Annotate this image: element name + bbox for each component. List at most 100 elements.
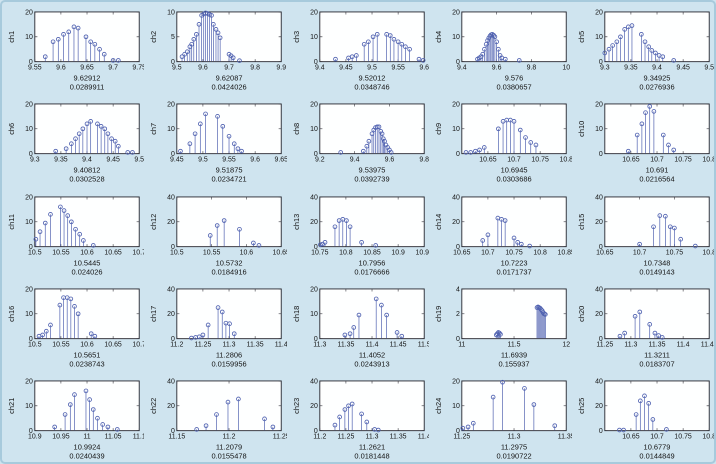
subplot-ch14: 10.65 10.7 10.75 10.8 10.85 0 20 40 ch14 10.72230…	[429, 187, 571, 279]
stem-marker	[399, 333, 404, 339]
stem-marker	[67, 402, 73, 407]
x-tick-label: 9.4	[652, 65, 662, 72]
subplot-ch23: 11.2 11.25 11.3 11.35 11.4 0 20 40 ch23 11.26210.…	[287, 371, 429, 462]
stem-marker	[347, 331, 353, 336]
stem-marker	[236, 396, 242, 402]
stem-marker	[193, 131, 198, 137]
y-tick-label: 0	[456, 244, 460, 251]
x-tick-label: 11.3	[508, 434, 521, 441]
stem-marker	[359, 239, 364, 245]
stem-marker	[257, 242, 262, 248]
y-tick-label: 40	[167, 286, 175, 293]
stem-marker	[239, 149, 245, 154]
stem-marker	[180, 54, 185, 60]
stem-marker	[105, 424, 111, 430]
x-tick-label: 11.2	[223, 434, 236, 441]
x-tick-label: 10.6	[80, 249, 94, 256]
stem-marker	[665, 142, 671, 148]
subplot-ch11: 10.5 10.55 10.6 10.65 10.7 0 10 20 ch11 10.54450.…	[2, 187, 144, 279]
stem-marker	[116, 58, 121, 63]
stem-marker	[617, 34, 623, 40]
plot-box	[34, 380, 140, 432]
std-label: 0.0380657	[497, 83, 532, 92]
stem-marker	[614, 39, 619, 45]
stem-marker	[375, 427, 381, 433]
mean-label: 10.5651	[74, 350, 101, 359]
stem-marker	[209, 13, 215, 18]
mean-label: 10.5445	[74, 258, 101, 267]
y-axis-label: ch24	[434, 398, 443, 414]
y-tick-label: 0	[29, 59, 33, 66]
stem-marker	[68, 296, 74, 302]
stem-marker	[48, 322, 53, 328]
stem-marker	[81, 237, 86, 243]
y-tick-label: 4	[456, 286, 460, 293]
mean-label: 10.9924	[74, 443, 101, 452]
y-tick-label: 0	[314, 428, 318, 435]
chart-ch20: 11.25 11.3 11.35 11.4 11.45 0 20 40 ch20 11.32110…	[577, 286, 714, 368]
stem-marker	[539, 306, 544, 312]
plot-box	[34, 11, 140, 63]
stem-marker	[237, 226, 243, 232]
x-tick-label: 10.8	[534, 249, 548, 256]
chart-ch23: 11.2 11.25 11.3 11.35 11.4 0 20 40 ch23 11.26210.…	[292, 378, 429, 460]
stem-marker	[187, 141, 193, 147]
plot-box	[319, 11, 425, 63]
y-tick-label: 0	[456, 336, 460, 343]
y-tick-label: 0	[599, 428, 603, 435]
y-axis-label: ch17	[149, 306, 158, 322]
mean-label: 10.7956	[358, 258, 385, 267]
x-tick-label: 10.6	[80, 341, 94, 348]
x-tick-label: 9.6	[419, 65, 429, 72]
x-tick-label: 9.7	[108, 65, 118, 72]
stem-marker	[92, 333, 98, 339]
x-tick-label: 11.25	[454, 434, 471, 441]
y-tick-label: 0	[29, 244, 33, 251]
y-tick-label: 0	[314, 59, 318, 66]
stem-marker	[42, 54, 48, 60]
y-tick-label: 0	[456, 151, 460, 158]
y-tick-label: 0	[599, 151, 603, 158]
x-tick-label: 9.6	[56, 65, 66, 72]
y-tick-label: 0	[171, 244, 175, 251]
stem-marker	[515, 239, 521, 245]
y-tick-label: 0	[171, 59, 175, 66]
stem-marker	[83, 388, 89, 394]
stem-marker	[87, 397, 92, 403]
plot-box	[461, 11, 567, 63]
stem-marker	[517, 58, 522, 63]
plot-box	[319, 288, 425, 339]
y-tick-label: 40	[167, 378, 175, 385]
stem-marker	[57, 302, 63, 308]
stem-marker	[130, 150, 135, 156]
stem-marker	[37, 228, 43, 234]
stem-marker	[660, 54, 665, 60]
chart-ch15: 10.65 10.7 10.75 10.8 0 20 40 ch15 10.73480.0149…	[577, 194, 714, 276]
y-tick-label: 20	[25, 9, 33, 16]
y-tick-label: 0	[29, 336, 33, 343]
stem-marker	[226, 399, 231, 405]
stem-marker	[88, 39, 93, 45]
stem-marker	[73, 226, 78, 232]
stem-marker	[178, 149, 184, 154]
x-tick-label: 10.6	[240, 249, 254, 256]
stem-marker	[206, 322, 211, 328]
x-tick-label: 11.35	[337, 341, 354, 348]
stem-marker	[72, 303, 77, 309]
stem-marker	[491, 394, 496, 400]
plot-box	[461, 380, 567, 432]
y-axis-label: ch20	[577, 306, 586, 322]
x-tick-label: 9.55	[223, 157, 237, 164]
mean-label: 10.5732	[216, 258, 243, 267]
y-tick-label: 20	[167, 219, 175, 226]
chart-ch10: 10.65 10.7 10.75 10.8 0 10 20 ch10 10.6910.02165…	[577, 102, 714, 184]
stem-marker	[90, 242, 96, 248]
chart-ch5: 9.3 9.35 9.4 9.45 9.5 0 10 20 ch5 9.349250.027693…	[577, 9, 714, 91]
subplot-ch21: 10.9 10.95 11 11.05 11.1 0 10 20 ch21 10.99240.02…	[2, 371, 144, 462]
stem-marker	[660, 132, 666, 138]
stem-marker	[98, 124, 104, 129]
x-tick-label: 10.8	[560, 157, 572, 164]
y-axis-label: ch13	[292, 213, 301, 229]
